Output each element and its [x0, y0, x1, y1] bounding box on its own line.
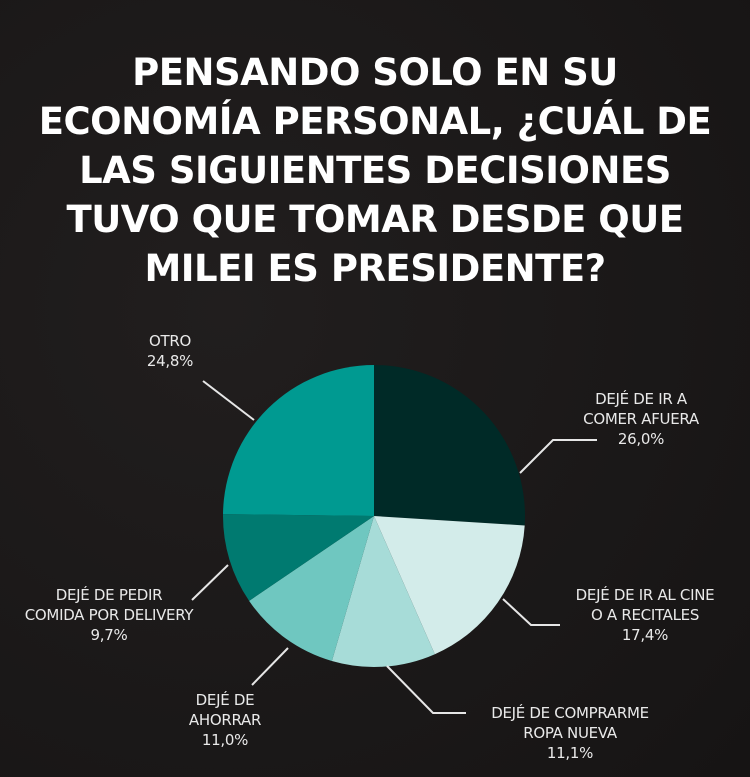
slice-label-line: OTRO: [149, 332, 191, 350]
leader-line-otro: [202, 380, 255, 421]
pie-slice-1: [374, 516, 525, 655]
pie-slice-2: [331, 516, 435, 667]
slice-value: 24,8%: [146, 352, 194, 370]
slice-label-ropa-nueva: DEJÉ DE COMPRARME ROPA NUEVA 11,1%: [470, 703, 670, 763]
slice-label-delivery: DEJÉ DE PEDIR COMIDA POR DELIVERY 9,7%: [4, 585, 214, 645]
slice-label-line: COMER AFUERA: [583, 410, 699, 428]
title-line: ECONOMÍA PERSONAL, ¿CUÁL DE: [38, 100, 712, 143]
slice-label-line: DEJÉ DE IR AL CINE: [575, 586, 715, 604]
leader-lines: [191, 380, 597, 714]
slice-label-otro: OTRO 24,8%: [130, 331, 210, 371]
leader-line-cine-recitales: [502, 598, 560, 626]
slice-value: 11,0%: [201, 731, 249, 749]
title-line: TUVO QUE TOMAR DESDE QUE: [66, 198, 684, 241]
slice-value: 9,7%: [90, 626, 128, 644]
slice-value: 26,0%: [617, 430, 665, 448]
pie-slice-5: [223, 365, 374, 516]
slice-value: 11,1%: [546, 744, 594, 762]
pie-slice-4: [222, 514, 374, 601]
slice-label-line: DEJÉ DE COMPRARME: [491, 704, 649, 722]
slice-label-line: DEJÉ DE PEDIR: [55, 586, 163, 604]
slice-label-line: AHORRAR: [188, 711, 262, 729]
pie-slice-0: [374, 365, 525, 526]
slice-label-line: COMIDA POR DELIVERY: [24, 606, 194, 624]
slice-label-line: ROPA NUEVA: [523, 724, 617, 742]
slice-label-comer-afuera: DEJÉ DE IR A COMER AFUERA 26,0%: [566, 389, 716, 449]
title-line: MILEI ES PRESIDENTE?: [144, 247, 606, 290]
chart-title: PENSANDO SOLO EN SU ECONOMÍA PERSONAL, ¿…: [0, 48, 750, 293]
title-line: LAS SIGUIENTES DECISIONES: [79, 149, 671, 192]
slice-label-line: DEJÉ DE: [195, 691, 255, 709]
slice-label-line: DEJÉ DE IR A: [595, 390, 687, 408]
leader-line-ropa-nueva: [386, 665, 466, 714]
leader-line-ahorrar: [251, 647, 289, 686]
leader-line-delivery: [191, 564, 229, 601]
slice-label-line: O A RECITALES: [590, 606, 700, 624]
title-line: PENSANDO SOLO EN SU: [132, 51, 618, 94]
pie-slice-3: [249, 516, 374, 661]
leader-line-comer-afuera: [519, 439, 597, 474]
slice-label-ahorrar: DEJÉ DE AHORRAR 11,0%: [170, 690, 280, 750]
slice-label-cine-recitales: DEJÉ DE IR AL CINE O A RECITALES 17,4%: [555, 585, 735, 645]
slice-value: 17,4%: [621, 626, 669, 644]
pie-slices: [222, 365, 525, 667]
